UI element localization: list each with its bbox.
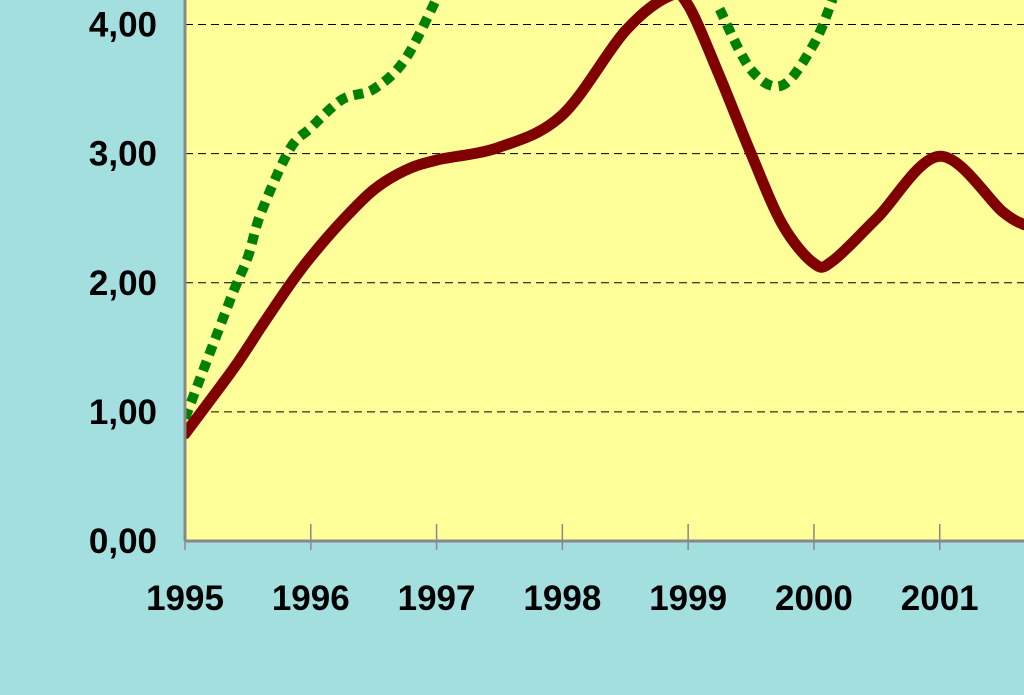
x-tick-label: 2000 <box>775 579 853 618</box>
y-tick-label: 1,00 <box>89 393 157 432</box>
x-tick-label: 2001 <box>901 579 979 618</box>
x-tick-label: 1996 <box>272 579 350 618</box>
y-tick-label: 4,00 <box>89 6 157 45</box>
y-tick-label: 2,00 <box>89 264 157 303</box>
plot-area <box>185 0 1024 541</box>
line-series <box>185 0 838 421</box>
y-tick-label: 3,00 <box>89 135 157 174</box>
y-tick-label: 0,00 <box>89 522 157 561</box>
x-tick-label: 1999 <box>649 579 727 618</box>
line-series <box>185 0 1024 440</box>
x-tick-label: 1995 <box>146 579 224 618</box>
x-tick-label: 1998 <box>523 579 601 618</box>
x-tick-label: 1997 <box>398 579 476 618</box>
